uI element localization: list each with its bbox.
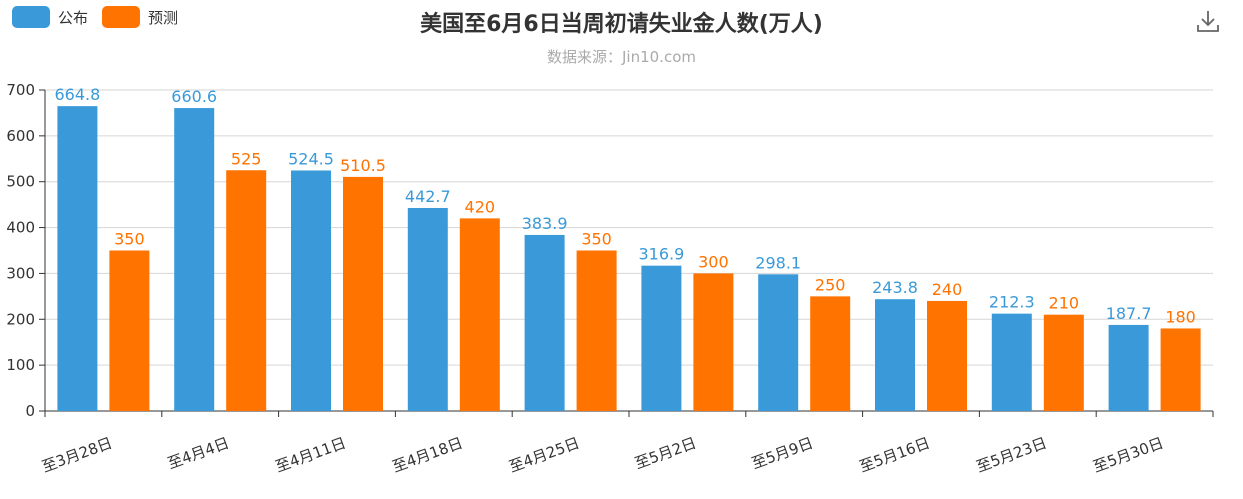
data-label-published: 660.6 [171, 87, 217, 106]
bar-forecast [810, 296, 851, 411]
bar-forecast [693, 273, 734, 411]
bar-forecast [343, 176, 383, 411]
bar-published [57, 106, 98, 411]
y-tick-label: 100 [6, 356, 35, 374]
data-label-forecast: 420 [465, 197, 496, 216]
x-tick-label: 至3月28日 [39, 434, 114, 476]
data-label-forecast: 240 [932, 280, 963, 299]
y-tick-label: 300 [6, 264, 35, 282]
data-label-forecast: 510.5 [340, 156, 386, 175]
data-label-published: 524.5 [288, 149, 334, 168]
data-label-forecast: 350 [581, 230, 612, 249]
y-tick-label: 400 [6, 219, 35, 237]
y-tick-label: 700 [6, 81, 35, 99]
data-label-forecast: 210 [1049, 294, 1080, 313]
x-tick-label: 至4月11日 [273, 434, 348, 476]
bar-forecast [1043, 314, 1084, 411]
y-tick-label: 0 [25, 402, 35, 420]
y-tick-label: 200 [6, 310, 35, 328]
x-tick-label: 至5月9日 [749, 434, 815, 473]
legend-label-published: 公布 [58, 8, 89, 27]
data-label-forecast: 180 [1165, 307, 1196, 326]
legend: 公布 预测 [12, 6, 178, 28]
data-label-forecast: 300 [698, 252, 729, 271]
data-label-published: 212.3 [989, 293, 1035, 312]
data-label-published: 664.8 [54, 85, 100, 104]
data-label-forecast: 350 [114, 230, 145, 249]
chart-title: 美国至6月6日当周初请失业金人数(万人) [420, 12, 823, 37]
x-tick-label: 至4月18日 [390, 434, 465, 476]
data-label-published: 243.8 [872, 278, 918, 297]
data-label-published: 383.9 [522, 214, 568, 233]
bar-published [291, 170, 331, 411]
bar-published [407, 207, 448, 411]
y-tick-label: 500 [6, 173, 35, 191]
data-label-published: 316.9 [638, 245, 684, 264]
legend-label-forecast: 预测 [148, 8, 179, 27]
bar-published [875, 299, 915, 411]
legend-swatch-published [12, 6, 50, 28]
bar-forecast [927, 300, 967, 411]
x-tick-label: 至5月16日 [857, 434, 932, 476]
bar-published [641, 265, 682, 411]
bar-forecast [1160, 328, 1201, 411]
data-label-published: 298.1 [755, 253, 801, 272]
x-tick-label: 至4月4日 [165, 434, 231, 473]
x-tick-label: 至4月25日 [507, 434, 582, 476]
x-tick-label: 至5月2日 [632, 434, 698, 473]
data-label-published: 442.7 [405, 187, 451, 206]
legend-item-forecast[interactable]: 预测 [102, 6, 178, 28]
bar-published [174, 108, 215, 411]
data-label-forecast: 250 [815, 275, 846, 294]
bar-forecast [459, 218, 500, 411]
bar-published [991, 313, 1032, 411]
data-label-forecast: 525 [231, 149, 262, 168]
x-tick-label: 至5月23日 [974, 434, 1049, 476]
download-icon[interactable] [1195, 8, 1221, 34]
bar-forecast [576, 250, 617, 411]
bar-forecast [226, 170, 267, 411]
bar-published [1108, 324, 1149, 411]
chart-subtitle: 数据来源：Jin10.com [547, 48, 696, 66]
bar-published [758, 274, 799, 411]
legend-item-published[interactable]: 公布 [12, 6, 88, 28]
data-label-published: 187.7 [1106, 304, 1152, 323]
x-tick-label: 至5月30日 [1091, 434, 1166, 476]
y-tick-label: 600 [6, 127, 35, 145]
legend-swatch-forecast [102, 6, 141, 28]
bar-published [524, 234, 565, 411]
bar-forecast [109, 250, 150, 411]
